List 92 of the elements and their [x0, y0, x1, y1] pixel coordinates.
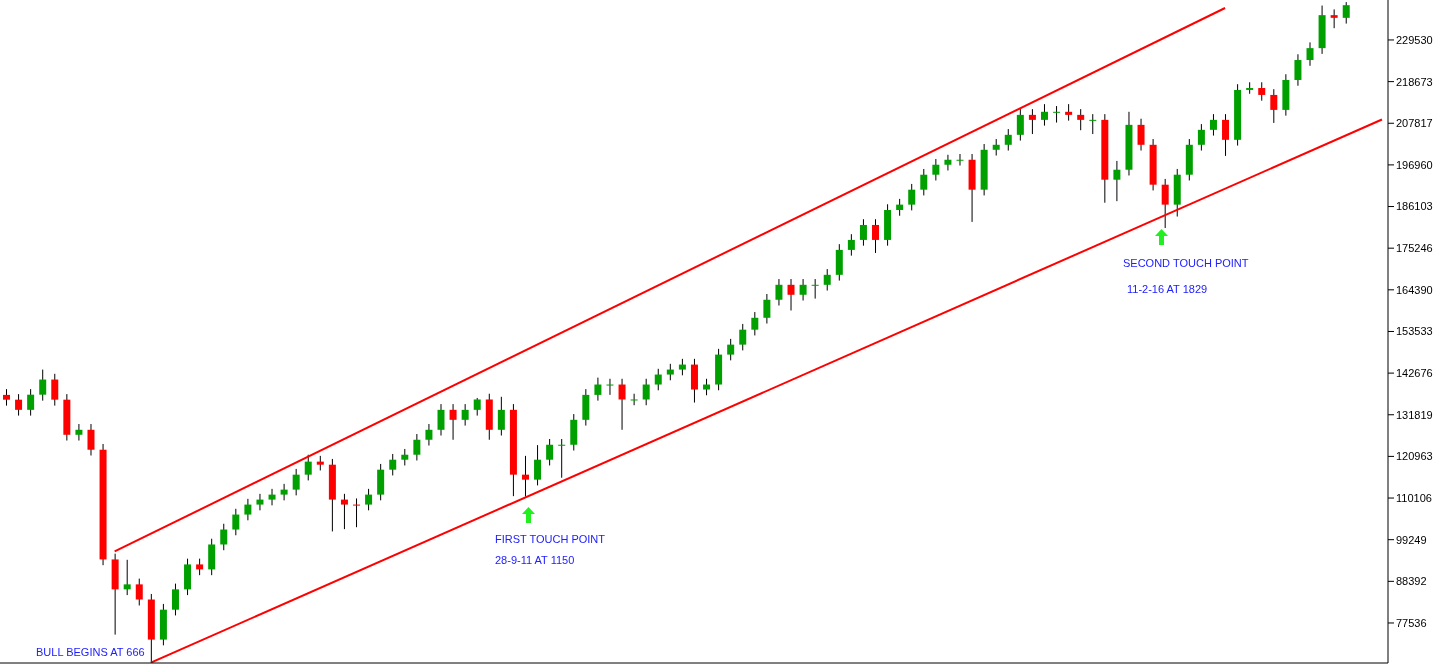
candlestick	[268, 488, 276, 506]
annotation: 28-9-11 AT 1150	[495, 554, 575, 566]
candlestick	[1161, 178, 1169, 229]
candlestick	[546, 438, 554, 466]
candlestick	[1137, 118, 1145, 152]
y-tick-label: 229530	[1396, 33, 1433, 46]
y-tick-label: 164390	[1396, 283, 1433, 296]
y-tick-label: 218673	[1396, 75, 1433, 88]
candlestick	[27, 388, 35, 417]
candlestick	[727, 338, 735, 361]
candlestick	[171, 583, 179, 616]
candlestick	[1258, 81, 1266, 102]
candlestick	[787, 278, 795, 311]
candlestick	[775, 278, 783, 307]
candlestick	[1004, 128, 1012, 152]
candlestick	[1330, 8, 1338, 29]
candlestick	[437, 403, 445, 437]
candlestick	[739, 323, 747, 351]
candlestick	[1077, 108, 1085, 131]
candlestick	[872, 218, 880, 254]
y-tick-label: 175246	[1396, 242, 1433, 255]
candlestick	[558, 438, 566, 479]
y-tick-label: 120963	[1396, 450, 1433, 463]
candlestick	[232, 508, 240, 536]
candlestick	[87, 423, 95, 456]
candlestick	[461, 403, 469, 427]
y-tick-label: 207817	[1396, 117, 1433, 130]
y-tick-label: 77536	[1396, 616, 1427, 629]
candlestick	[497, 396, 505, 437]
candlestick	[1222, 113, 1230, 157]
annotation: FIRST TOUCH POINT	[495, 533, 606, 545]
candlestick	[1306, 41, 1314, 67]
candlestick	[292, 468, 300, 496]
candlestick	[340, 493, 348, 530]
candlestick	[1113, 160, 1121, 202]
candlestick	[944, 154, 952, 171]
candlestick	[51, 373, 59, 407]
candlestick	[823, 268, 831, 292]
candlestick	[75, 423, 83, 442]
candlestick	[521, 455, 529, 498]
candlestick	[413, 433, 421, 461]
candlestick	[1089, 113, 1097, 135]
y-tick-label: 88392	[1396, 575, 1427, 588]
candlestick	[799, 278, 807, 302]
y-tick-label: 196960	[1396, 158, 1433, 171]
y-tick-label: 153533	[1396, 325, 1433, 338]
candlestick	[449, 403, 457, 441]
candlestick	[763, 293, 771, 325]
candlestick	[534, 444, 542, 486]
candlestick	[642, 378, 650, 406]
candlestick	[908, 183, 916, 211]
candlestick	[630, 393, 638, 406]
candlestick	[15, 393, 23, 417]
candlestick	[256, 493, 264, 511]
candlestick	[956, 153, 964, 167]
candlestick	[1197, 123, 1205, 152]
candlestick	[1053, 105, 1061, 124]
candlestick	[389, 453, 397, 476]
candlestick	[425, 423, 433, 447]
candlestick	[244, 498, 252, 521]
annotation: 11-2-16 AT 1829	[1127, 283, 1208, 295]
candlestick	[594, 377, 602, 402]
candlestick	[654, 368, 662, 391]
candlestick	[220, 523, 228, 551]
y-tick-label: 142676	[1396, 367, 1433, 380]
candlestick	[1209, 113, 1217, 137]
y-tick-label: 110106	[1396, 491, 1432, 504]
candlestick	[811, 278, 819, 300]
annotation: BULL BEGINS AT 666	[36, 646, 145, 658]
candlestick	[1028, 108, 1036, 135]
candlestick	[39, 369, 47, 402]
candlestick	[280, 483, 288, 501]
candlestick	[932, 158, 940, 181]
candlestick	[123, 559, 131, 596]
candlestick	[1294, 53, 1302, 87]
candlestick	[859, 218, 867, 247]
y-tick-label: 99249	[1396, 533, 1427, 546]
candlestick	[618, 378, 626, 431]
y-tick-label: 186103	[1396, 200, 1433, 213]
candlestick	[1040, 103, 1048, 127]
y-tick-label: 131819	[1396, 408, 1433, 421]
candlestick	[847, 233, 855, 257]
candlestick	[751, 311, 759, 336]
candlestick	[920, 168, 928, 196]
candlestick	[365, 488, 373, 511]
candlestick	[1342, 1, 1350, 25]
annotation: SECOND TOUCH POINT	[1123, 257, 1249, 269]
candlestick	[606, 378, 614, 396]
candlestick	[1016, 108, 1024, 142]
candlestick	[135, 578, 143, 606]
candlestick	[1270, 88, 1278, 124]
candlestick	[353, 497, 361, 528]
